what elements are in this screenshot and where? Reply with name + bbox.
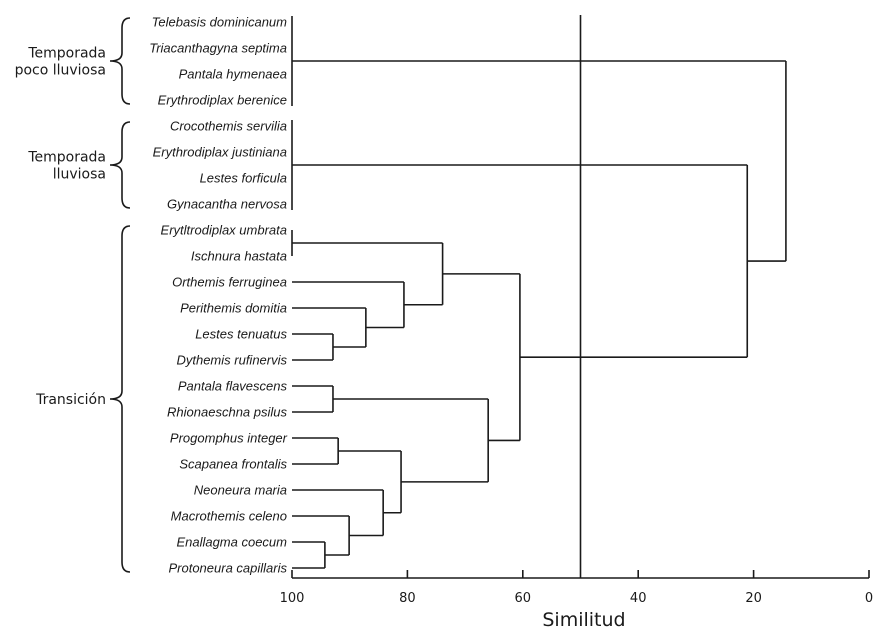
group-label: Transición bbox=[35, 392, 106, 408]
group-brace bbox=[109, 225, 131, 573]
group-label: Temporada bbox=[27, 46, 106, 62]
leaf-label: Rhionaeschna psilus bbox=[167, 405, 287, 420]
leaf-label: Pantala hymenaea bbox=[179, 67, 287, 82]
x-tick-label: 20 bbox=[745, 591, 762, 606]
leaf-label: Lestes tenuatus bbox=[195, 327, 287, 342]
x-tick-label: 100 bbox=[280, 591, 305, 606]
leaf-label: Macrothemis celeno bbox=[171, 509, 287, 524]
leaf-label: Erytltrodiplax umbrata bbox=[161, 223, 287, 238]
group-label: lluviosa bbox=[53, 167, 106, 183]
leaf-label: Protoneura capillaris bbox=[168, 561, 287, 576]
x-axis-label: Similitud bbox=[542, 609, 625, 631]
group-brace bbox=[109, 17, 131, 105]
leaf-label: Erythrodiplax justiniana bbox=[153, 145, 287, 160]
leaf-label: Perithemis domitia bbox=[180, 301, 287, 316]
leaf-label: Gynacantha nervosa bbox=[167, 197, 287, 212]
leaf-label: Triacanthagyna septima bbox=[149, 41, 287, 56]
x-tick-label: 80 bbox=[399, 591, 416, 606]
leaf-label: Telebasis dominicanum bbox=[152, 15, 288, 30]
group-brace bbox=[109, 121, 131, 209]
x-tick-label: 40 bbox=[630, 591, 647, 606]
leaf-label: Scapanea frontalis bbox=[179, 457, 287, 472]
leaf-label: Enallagma coecum bbox=[176, 535, 287, 550]
leaf-label: Pantala flavescens bbox=[178, 379, 288, 394]
leaf-label: Erythrodiplax berenice bbox=[158, 93, 287, 108]
x-tick-label: 60 bbox=[515, 591, 532, 606]
group-label: poco lluviosa bbox=[15, 63, 106, 79]
leaf-label: Crocothemis servilia bbox=[170, 119, 287, 134]
leaf-label: Orthemis ferruginea bbox=[172, 275, 287, 290]
leaf-label: Neoneura maria bbox=[194, 483, 287, 498]
group-label: Temporada bbox=[27, 150, 106, 166]
leaf-label: Lestes forficula bbox=[200, 171, 287, 186]
x-tick-label: 0 bbox=[865, 591, 873, 606]
leaf-label: Ischnura hastata bbox=[191, 249, 287, 264]
leaf-label: Dythemis rufinervis bbox=[176, 353, 287, 368]
leaf-label: Progomphus integer bbox=[170, 431, 288, 446]
